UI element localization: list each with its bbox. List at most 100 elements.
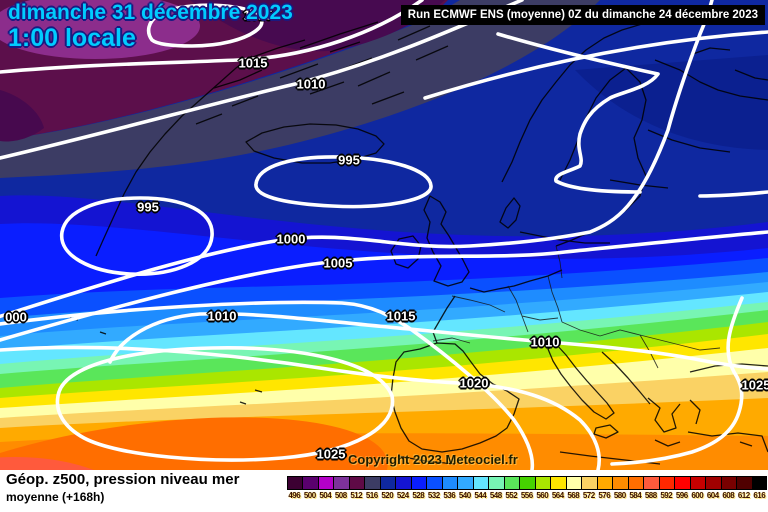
isobar-label: 1015 bbox=[386, 308, 416, 324]
colorbar-cell: 604 bbox=[705, 476, 721, 500]
colorbar-swatch bbox=[705, 476, 721, 490]
colorbar-swatch bbox=[441, 476, 457, 490]
colorbar-swatch bbox=[317, 476, 333, 490]
colorbar-swatch bbox=[426, 476, 442, 490]
geopotential-pressure-field bbox=[0, 0, 768, 470]
colorbar-value: 564 bbox=[551, 491, 564, 500]
colorbar-cell: 552 bbox=[503, 476, 519, 500]
colorbar-cell: 528 bbox=[410, 476, 426, 500]
colorbar-swatch bbox=[302, 476, 318, 490]
isobar-label: 1010 bbox=[530, 334, 560, 350]
colorbar-cell: 576 bbox=[596, 476, 612, 500]
isobar-label: 1015 bbox=[238, 55, 268, 71]
colorbar-swatch bbox=[519, 476, 535, 490]
colorbar-value: 592 bbox=[660, 491, 673, 500]
colorbar-value: 496 bbox=[288, 491, 301, 500]
isobar-label: 1005 bbox=[323, 255, 353, 271]
colorbar-swatch bbox=[333, 476, 349, 490]
copyright-label: Copyright 2023 Meteociel.fr bbox=[348, 452, 518, 467]
colorbar-cell: 556 bbox=[519, 476, 535, 500]
legend-subtitle: moyenne (+168h) bbox=[6, 490, 105, 504]
legend-bar: Géop. z500, pression niveau mer moyenne … bbox=[0, 470, 768, 512]
colorbar-value: 572 bbox=[582, 491, 595, 500]
colorbar-value: 576 bbox=[598, 491, 611, 500]
isobar-label: 1025 bbox=[316, 446, 346, 462]
colorbar-cell: 508 bbox=[333, 476, 349, 500]
colorbar-value: 520 bbox=[381, 491, 394, 500]
isobar-label: 1020 bbox=[459, 375, 489, 391]
colorbar-swatch bbox=[565, 476, 581, 490]
isobar-label: 995 bbox=[137, 199, 159, 215]
colorbar-swatch bbox=[379, 476, 395, 490]
colorbar-swatch bbox=[395, 476, 411, 490]
colorbar-cell: 564 bbox=[550, 476, 566, 500]
colorbar-cell: 496 bbox=[286, 476, 302, 500]
colorbar-swatch bbox=[720, 476, 736, 490]
colorbar-cell: 608 bbox=[720, 476, 736, 500]
colorbar-swatch bbox=[488, 476, 504, 490]
colorbar-value: 548 bbox=[489, 491, 502, 500]
colorbar-swatch bbox=[751, 476, 767, 490]
colorbar-swatch bbox=[674, 476, 690, 490]
colorbar-value: 504 bbox=[319, 491, 332, 500]
valid-date-overlay: dimanche 31 décembre 2023 1:00 locale bbox=[8, 1, 293, 52]
colorbar-cell: 540 bbox=[457, 476, 473, 500]
colorbar-value: 532 bbox=[427, 491, 440, 500]
model-run-banner: Run ECMWF ENS (moyenne) 0Z du dimanche 2… bbox=[400, 5, 765, 25]
colorbar-cell: 500 bbox=[302, 476, 318, 500]
colorbar-swatch bbox=[736, 476, 752, 490]
isobar-label: 000 bbox=[5, 309, 27, 325]
colorbar-swatch bbox=[581, 476, 597, 490]
valid-time: 1:00 locale bbox=[8, 23, 136, 52]
colorbar-value: 528 bbox=[412, 491, 425, 500]
colorbar-cell: 572 bbox=[581, 476, 597, 500]
colorbar-swatch bbox=[457, 476, 473, 490]
colorbar-swatch bbox=[658, 476, 674, 490]
colorbar-cell: 588 bbox=[643, 476, 659, 500]
colorbar-value: 600 bbox=[691, 491, 704, 500]
colorbar-value: 500 bbox=[303, 491, 316, 500]
colorbar-value: 536 bbox=[443, 491, 456, 500]
weather-map: 1015 1015 1010 995 995 1000 1005 000 1010 1015 101… bbox=[0, 0, 768, 470]
valid-date: dimanche 31 décembre 2023 bbox=[8, 1, 293, 24]
colorbar-value: 596 bbox=[675, 491, 688, 500]
colorbar-cell: 616 bbox=[751, 476, 767, 500]
colorbar-swatch bbox=[643, 476, 659, 490]
colorbar-cell: 584 bbox=[627, 476, 643, 500]
isobar-label: 1010 bbox=[296, 76, 326, 92]
colorbar-value: 512 bbox=[350, 491, 363, 500]
colorbar-value: 608 bbox=[722, 491, 735, 500]
colorbar-swatch bbox=[689, 476, 705, 490]
colorbar-cell: 524 bbox=[395, 476, 411, 500]
colorbar-swatch bbox=[410, 476, 426, 490]
colorbar-swatch bbox=[364, 476, 380, 490]
colorbar-value: 544 bbox=[474, 491, 487, 500]
colorbar-cell: 548 bbox=[488, 476, 504, 500]
colorbar-cell: 600 bbox=[689, 476, 705, 500]
colorbar-cell: 612 bbox=[736, 476, 752, 500]
colorbar-value: 588 bbox=[644, 491, 657, 500]
colorbar-value: 524 bbox=[396, 491, 409, 500]
colorbar-value: 516 bbox=[365, 491, 378, 500]
colorbar-cell: 560 bbox=[534, 476, 550, 500]
colorbar-value: 508 bbox=[334, 491, 347, 500]
colorbar-cell: 592 bbox=[658, 476, 674, 500]
colorbar-value: 560 bbox=[536, 491, 549, 500]
colorbar-swatch bbox=[627, 476, 643, 490]
colorbar-swatch bbox=[286, 476, 302, 490]
colorbar-swatch bbox=[596, 476, 612, 490]
colorbar-value: 612 bbox=[737, 491, 750, 500]
colorbar-swatch bbox=[503, 476, 519, 490]
colorbar-value: 580 bbox=[613, 491, 626, 500]
colorbar-swatch bbox=[550, 476, 566, 490]
colorbar-value: 568 bbox=[567, 491, 580, 500]
colorbar-swatch bbox=[612, 476, 628, 490]
isobar-label: 1015 bbox=[243, 7, 273, 23]
colorbar-cell: 544 bbox=[472, 476, 488, 500]
colorbar-value: 616 bbox=[753, 491, 766, 500]
colorbar-swatch bbox=[348, 476, 364, 490]
colorbar-cell: 532 bbox=[426, 476, 442, 500]
colorbar-swatch bbox=[534, 476, 550, 490]
isobar-label: 1025 bbox=[741, 377, 768, 393]
